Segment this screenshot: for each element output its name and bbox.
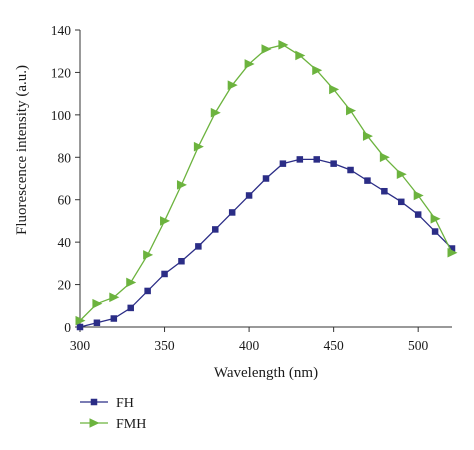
axes: 300 350 400 450 500 0 20 40 60 80 100 120 140 bbox=[51, 23, 452, 353]
x-axis-title: Wavelength (nm) bbox=[214, 365, 318, 381]
series-line-fh bbox=[79, 158, 453, 328]
data-point-fmh bbox=[295, 50, 306, 61]
data-point-fh bbox=[228, 209, 236, 216]
y-tick-label: 140 bbox=[51, 23, 72, 38]
series-line-fmh bbox=[79, 44, 453, 322]
data-point-fh bbox=[279, 160, 287, 167]
data-point-fmh bbox=[109, 292, 120, 303]
legend-label-fmh: FMH bbox=[116, 417, 146, 432]
data-point-fh bbox=[161, 270, 168, 278]
data-point-fmh bbox=[227, 80, 238, 90]
legend-item-fmh: FMH bbox=[80, 417, 146, 432]
data-point-fh bbox=[313, 156, 320, 163]
y-tick-label: 20 bbox=[58, 278, 72, 293]
data-point-fh bbox=[144, 287, 151, 295]
y-tick-label: 60 bbox=[58, 193, 72, 208]
data-point-fh bbox=[127, 304, 134, 312]
data-point-fmh bbox=[75, 315, 86, 326]
data-point-fmh bbox=[379, 152, 390, 163]
data-point-fmh bbox=[362, 131, 373, 141]
data-point-fh bbox=[110, 315, 118, 322]
data-point-fh bbox=[431, 228, 439, 235]
data-point-fmh bbox=[447, 247, 458, 258]
data-point-fmh bbox=[176, 180, 187, 190]
y-tick-label: 80 bbox=[58, 150, 72, 165]
y-tick-label: 120 bbox=[51, 65, 72, 80]
data-point-fmh bbox=[413, 190, 424, 201]
data-point-fmh bbox=[261, 44, 272, 54]
x-tick-label: 500 bbox=[408, 338, 429, 353]
x-tick-label: 400 bbox=[239, 338, 260, 353]
data-point-fmh bbox=[193, 141, 204, 152]
x-tick-label: 300 bbox=[70, 338, 91, 353]
data-point-fh bbox=[414, 211, 422, 218]
plot-area bbox=[75, 40, 458, 331]
x-tick-label: 350 bbox=[154, 338, 175, 353]
y-tick-label: 100 bbox=[51, 108, 72, 123]
data-point-fh bbox=[76, 323, 84, 331]
data-point-fmh bbox=[346, 105, 357, 116]
data-point-fmh bbox=[312, 65, 323, 76]
data-point-fh bbox=[330, 160, 337, 167]
x-tick-label: 450 bbox=[324, 338, 345, 353]
series-fh bbox=[76, 156, 456, 331]
data-point-fmh bbox=[430, 214, 441, 224]
data-point-fh bbox=[296, 156, 304, 163]
data-point-fmh bbox=[278, 40, 289, 50]
legend-marker-fmh bbox=[89, 418, 100, 428]
data-point-fh bbox=[381, 187, 388, 195]
legend-label-fh: FH bbox=[116, 396, 134, 411]
legend: FH FMH bbox=[80, 396, 146, 432]
data-point-fh bbox=[93, 319, 101, 327]
y-axis-title: Fluorescence intensity (a.u.) bbox=[14, 65, 30, 235]
data-point-fmh bbox=[126, 277, 137, 288]
series-fmh bbox=[75, 40, 458, 326]
data-point-fh bbox=[178, 257, 185, 265]
data-point-fmh bbox=[396, 169, 407, 180]
data-point-fmh bbox=[160, 216, 171, 226]
data-point-fh bbox=[212, 226, 219, 233]
y-tick-label: 40 bbox=[58, 235, 72, 250]
legend-item-fh: FH bbox=[80, 396, 134, 411]
data-point-fmh bbox=[210, 107, 221, 118]
data-point-fmh bbox=[143, 250, 154, 260]
data-point-fh bbox=[195, 243, 202, 250]
data-point-fmh bbox=[92, 298, 103, 309]
data-point-fmh bbox=[244, 59, 255, 69]
y-tick-label: 0 bbox=[64, 320, 71, 335]
data-point-fh bbox=[364, 177, 371, 184]
data-point-fmh bbox=[329, 84, 340, 95]
data-point-fh bbox=[262, 175, 270, 182]
data-point-fh bbox=[245, 192, 253, 199]
data-point-fh bbox=[398, 198, 405, 206]
data-point-fh bbox=[347, 166, 354, 174]
legend-marker-fh bbox=[90, 398, 98, 406]
data-point-fh bbox=[448, 245, 456, 252]
